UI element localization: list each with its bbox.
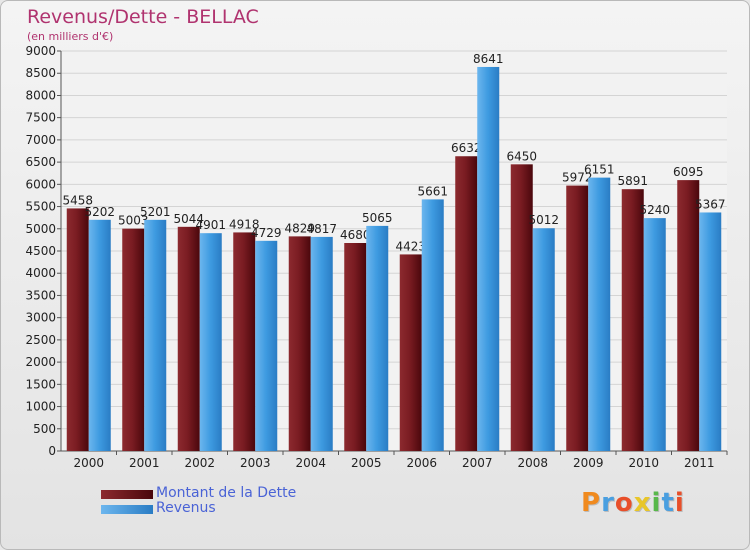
logo-letter: i [674, 488, 685, 518]
bar-dette [177, 226, 200, 451]
y-tick-label: 5000 [25, 222, 56, 236]
bar-revenus [421, 199, 444, 451]
y-tick-label: 5500 [25, 200, 56, 214]
data-label: 5202 [84, 205, 115, 219]
data-label: 6151 [584, 163, 615, 177]
y-tick-label: 2000 [25, 355, 56, 369]
y-tick-label: 3500 [25, 288, 56, 302]
bar-revenus [643, 218, 666, 451]
legend-label-revenus: Revenus [156, 500, 216, 516]
data-label: 5240 [639, 203, 670, 217]
x-tick-label: 2005 [351, 456, 382, 470]
bar-revenus [699, 212, 722, 451]
data-label: 4901 [195, 218, 226, 232]
bar-dette [621, 189, 644, 451]
bar-dette [344, 243, 367, 451]
bar-dette [677, 180, 700, 451]
data-label: 5012 [528, 213, 559, 227]
data-label: 5065 [362, 211, 393, 225]
data-label: 4817 [306, 222, 337, 236]
x-tick-label: 2008 [517, 456, 548, 470]
data-label: 5972 [562, 171, 593, 185]
x-tick-label: 2011 [684, 456, 715, 470]
y-tick-label: 9000 [25, 44, 56, 58]
bar-revenus [310, 236, 333, 451]
x-tick-label: 2003 [240, 456, 271, 470]
x-tick-label: 2002 [184, 456, 215, 470]
x-tick-label: 2007 [462, 456, 493, 470]
logo-letter: t [661, 488, 675, 518]
y-tick-label: 1500 [25, 377, 56, 391]
data-label: 6095 [673, 165, 704, 179]
bar-revenus [477, 66, 500, 451]
y-tick-label: 1000 [25, 400, 56, 414]
data-label: 6450 [506, 149, 537, 163]
data-label: 8641 [473, 52, 504, 66]
data-label: 4918 [229, 217, 260, 231]
bar-dette [510, 164, 533, 452]
bar-revenus [588, 177, 611, 451]
bar-dette [399, 254, 422, 451]
x-tick-label: 2010 [628, 456, 659, 470]
data-label: 5201 [140, 205, 171, 219]
bar-dette [233, 232, 256, 451]
x-tick-label: 2006 [406, 456, 437, 470]
logo-letter: P [581, 488, 602, 518]
x-tick-label: 2009 [573, 456, 604, 470]
bar-revenus [88, 219, 111, 451]
logo-letter: r [601, 488, 615, 518]
bar-revenus [199, 233, 222, 451]
y-tick-label: 500 [33, 422, 56, 436]
y-tick-label: 4000 [25, 266, 56, 280]
legend-swatch-dette [101, 490, 153, 499]
y-tick-label: 4500 [25, 244, 56, 258]
y-tick-label: 7500 [25, 111, 56, 125]
bar-dette [566, 185, 589, 452]
logo-letter: x [633, 488, 652, 518]
data-label: 5891 [617, 174, 648, 188]
data-label: 6632 [451, 141, 482, 155]
logo-letter: i [651, 488, 662, 518]
chart-title: Revenus/Dette - BELLAC [27, 6, 259, 28]
chart-subtitle: (en milliers d'€) [27, 30, 114, 43]
y-tick-label: 2500 [25, 333, 56, 347]
x-tick-label: 2004 [295, 456, 326, 470]
logo-letter: o [614, 488, 634, 518]
y-tick-label: 0 [48, 444, 56, 458]
bar-dette [288, 236, 311, 451]
y-tick-label: 6500 [25, 155, 56, 169]
data-label: 5458 [62, 193, 93, 207]
bar-dette [122, 228, 145, 451]
bar-revenus [366, 225, 389, 451]
bar-dette [455, 156, 478, 451]
y-tick-label: 7000 [25, 133, 56, 147]
data-label: 5367 [695, 197, 726, 211]
data-label: 5044 [173, 212, 204, 226]
y-tick-label: 6000 [25, 177, 56, 191]
data-label: 5003 [118, 214, 149, 228]
legend-swatch-revenus [101, 505, 153, 514]
y-tick-label: 8500 [25, 66, 56, 80]
data-label: 4423 [395, 239, 426, 253]
bar-revenus [255, 240, 278, 451]
proxiti-logo: Proxiti [581, 488, 685, 518]
bar-revenus [532, 228, 555, 451]
y-tick-label: 3000 [25, 311, 56, 325]
data-label: 4829 [284, 221, 315, 235]
bar-revenus [144, 219, 167, 451]
y-tick-label: 8000 [25, 88, 56, 102]
data-label: 4729 [251, 226, 282, 240]
x-tick-label: 2001 [129, 456, 160, 470]
legend-label-dette: Montant de la Dette [156, 485, 297, 501]
data-label: 4680 [340, 228, 371, 242]
x-tick-label: 2000 [73, 456, 104, 470]
data-label: 5661 [417, 184, 448, 198]
bar-dette [66, 208, 89, 451]
